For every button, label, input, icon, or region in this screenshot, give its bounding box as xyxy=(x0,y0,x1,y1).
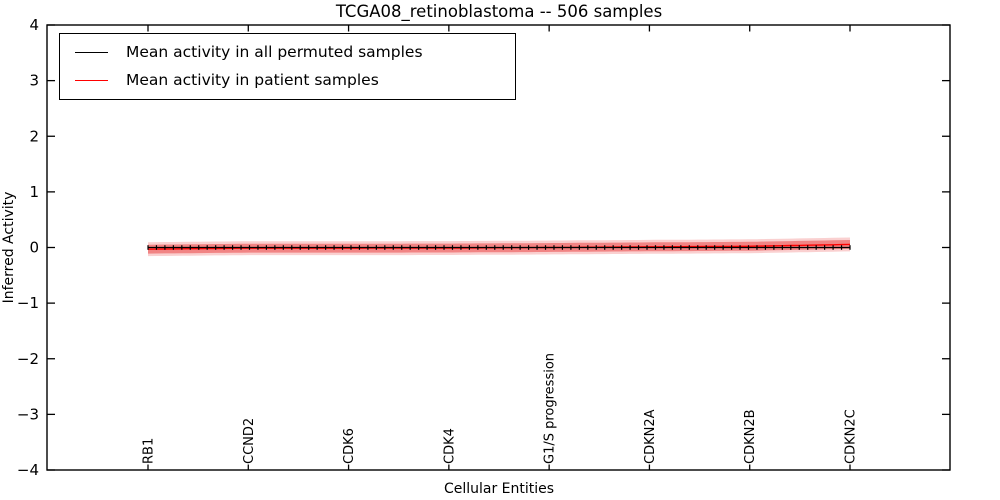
permuted-line-swatch xyxy=(75,52,108,54)
legend-label-permuted: Mean activity in all permuted samples xyxy=(126,43,423,62)
legend-item-permuted: Mean activity in all permuted samples xyxy=(75,43,515,62)
x-tick-label: CDKN2C xyxy=(844,409,859,464)
x-tick-label: G1/S progression xyxy=(543,353,558,464)
patient-line-swatch xyxy=(75,79,108,81)
y-tick-label: 4 xyxy=(29,16,39,34)
y-tick-label: −1 xyxy=(17,294,39,312)
y-tick-label: 0 xyxy=(29,239,39,257)
y-tick-label: 2 xyxy=(29,127,39,145)
x-tick-label: CCND2 xyxy=(242,418,257,464)
plot-area: −4 −3 −2 −1 0 1 2 3 4 RB1 CCND2 CDK6 CDK4 G1/S progre… xyxy=(17,16,951,479)
x-tick-label: RB1 xyxy=(142,438,157,464)
legend-item-patient: Mean activity in patient samples xyxy=(75,71,515,90)
y-tick-label: 1 xyxy=(29,183,39,201)
x-tick-label: CDKN2A xyxy=(643,409,658,464)
y-tick-label: −3 xyxy=(17,405,39,423)
legend-label-patient: Mean activity in patient samples xyxy=(126,71,379,90)
confidence-band xyxy=(148,237,850,257)
x-tick-label: CDK4 xyxy=(442,428,457,464)
confidence-band xyxy=(148,240,850,254)
y-tick-label: −4 xyxy=(17,461,39,479)
chart-title: TCGA08_retinoblastoma -- 506 samples xyxy=(335,2,662,22)
x-tick-label: CDKN2B xyxy=(743,409,758,464)
y-axis-label: Inferred Activity xyxy=(1,192,17,304)
x-axis-label: Cellular Entities xyxy=(444,481,554,497)
y-tick-label: −2 xyxy=(17,350,39,368)
y-tick-label: 3 xyxy=(29,72,39,90)
legend: Mean activity in all permuted samples Me… xyxy=(59,33,516,100)
x-tick-label: CDK6 xyxy=(342,428,357,464)
